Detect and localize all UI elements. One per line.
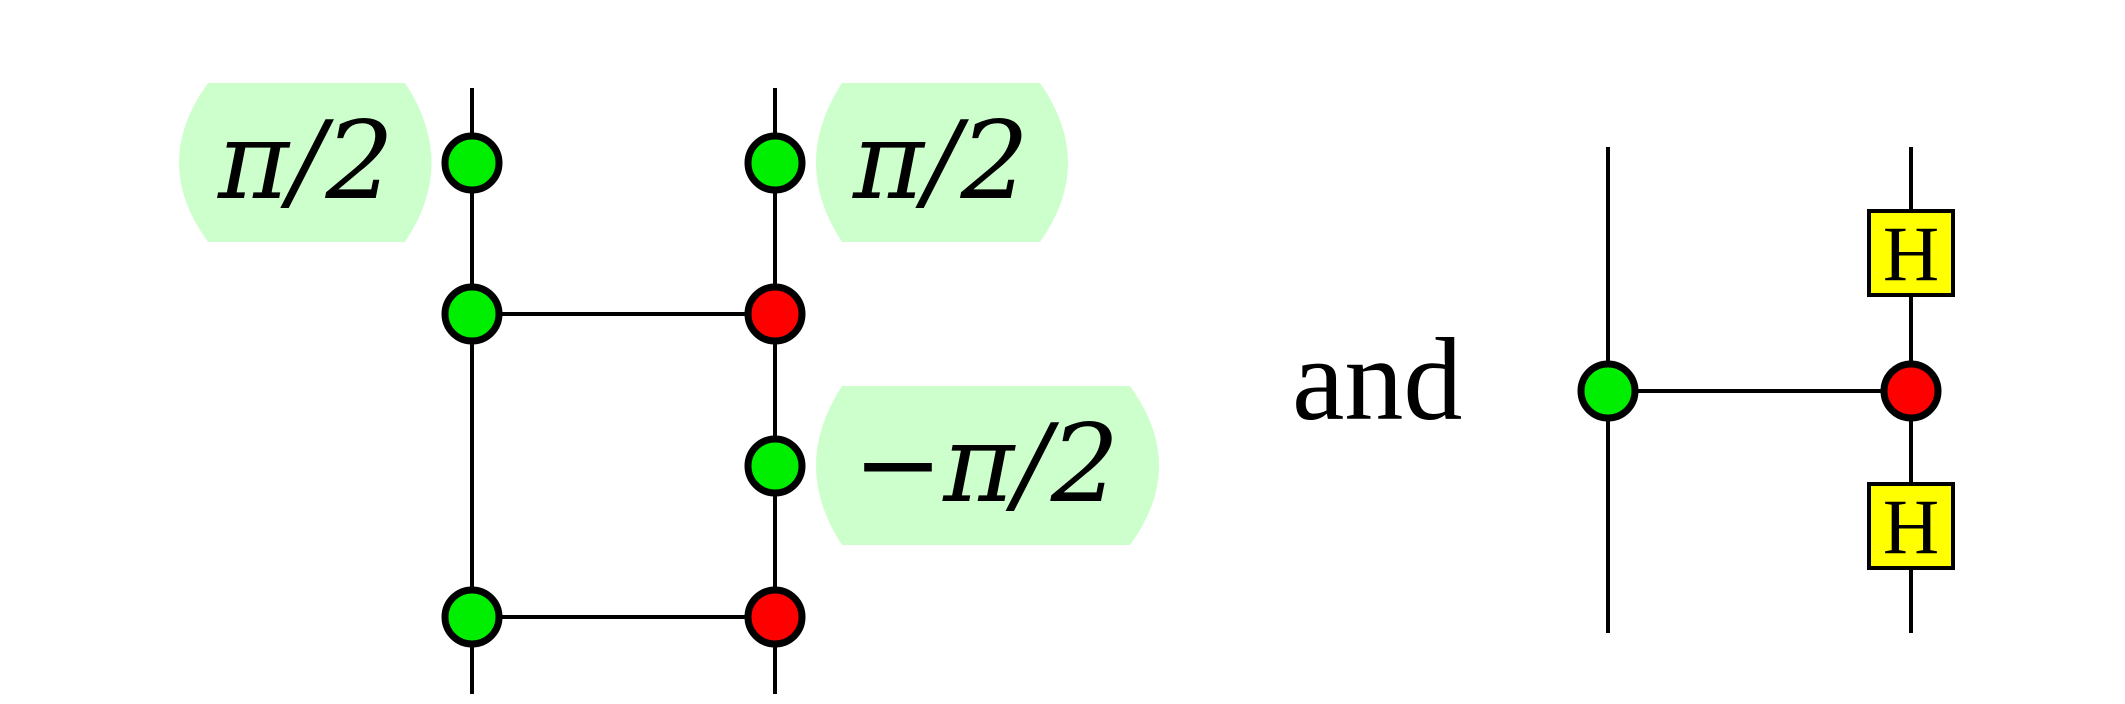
z-spider-right	[1577, 360, 1639, 422]
phase-bubble-top-right	[816, 83, 1068, 242]
hadamard-box-bottom	[1867, 482, 1955, 570]
x-spider-cnot-1-target	[744, 283, 806, 345]
phase-label-top-left: π/2	[217, 99, 394, 224]
phase-label-top-right: π/2	[852, 99, 1029, 224]
phase-bubble-top-left	[179, 83, 432, 242]
right-diagram: H H	[1577, 147, 1955, 633]
z-spider-cnot-1-control	[441, 283, 503, 345]
phase-bubble-middle-right	[816, 386, 1159, 545]
z-spider-cnot-2-control	[441, 586, 503, 648]
left-diagram: π/2 π/2 −π/2	[179, 83, 1159, 694]
x-spider-cnot-2-target	[744, 586, 806, 648]
hadamard-box-top	[1867, 209, 1955, 297]
phase-label-middle-right: −π/2	[853, 402, 1120, 527]
x-spider-right	[1880, 360, 1942, 422]
z-spider-middle-right	[744, 435, 806, 497]
z-spider-top-right	[744, 132, 806, 194]
z-spider-top-left	[441, 132, 503, 194]
conjunction-label: and	[1292, 314, 1462, 445]
hadamard-label-bottom: H	[1883, 483, 1939, 570]
hadamard-label-top: H	[1883, 210, 1939, 297]
